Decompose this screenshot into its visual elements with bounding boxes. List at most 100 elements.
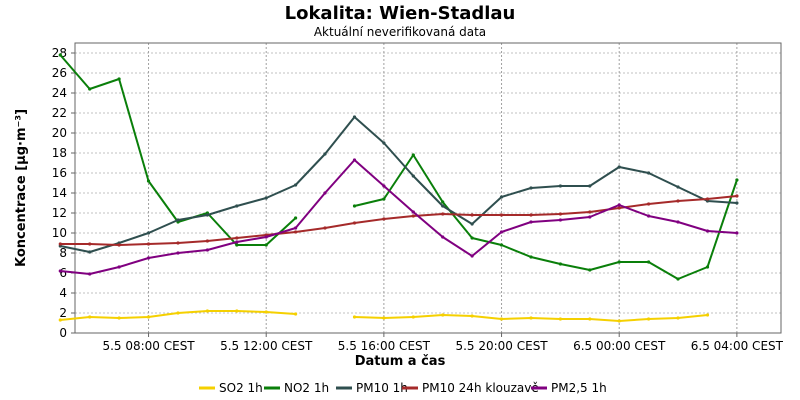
- data-point: [647, 317, 651, 321]
- data-point: [411, 210, 415, 214]
- y-tick-label: 14: [52, 186, 67, 200]
- data-point: [294, 226, 298, 230]
- data-point: [676, 199, 680, 203]
- data-point: [382, 184, 386, 188]
- data-point: [441, 313, 445, 317]
- data-point: [676, 316, 680, 320]
- data-point: [352, 204, 357, 208]
- data-point: [735, 194, 739, 198]
- data-point: [470, 236, 474, 240]
- data-point: [58, 269, 62, 273]
- data-point: [235, 204, 239, 208]
- y-tick-label: 12: [52, 206, 67, 220]
- y-tick-label: 22: [52, 106, 67, 120]
- data-point: [499, 213, 504, 217]
- data-point: [617, 260, 621, 264]
- data-point: [647, 260, 651, 264]
- data-point: [176, 311, 180, 315]
- x-tick-label: 5.5 08:00 CEST: [102, 339, 195, 353]
- series-line: [60, 195, 738, 246]
- data-point: [411, 153, 415, 157]
- data-point: [294, 216, 298, 220]
- data-point: [676, 185, 680, 189]
- data-point: [529, 255, 533, 259]
- data-point: [735, 201, 739, 205]
- data-point: [323, 191, 327, 195]
- data-point: [411, 214, 415, 218]
- x-tick-label: 5.5 16:00 CEST: [338, 339, 431, 353]
- series-line: [60, 159, 737, 275]
- series-line: [59, 54, 738, 280]
- data-point: [146, 242, 151, 246]
- data-point: [529, 186, 533, 190]
- data-point: [235, 240, 239, 244]
- chart-title: Lokalita: Wien-Stadlau: [285, 3, 516, 24]
- data-point: [441, 212, 445, 216]
- x-axis-label: Datum a čas: [355, 354, 446, 369]
- data-point: [588, 317, 592, 321]
- data-point: [88, 315, 92, 319]
- plot-border: [74, 42, 782, 334]
- data-point: [470, 254, 474, 258]
- data-point: [58, 318, 62, 322]
- legend-label: PM10 1h: [356, 381, 408, 395]
- data-point: [470, 222, 474, 226]
- y-tick-label: 24: [52, 86, 67, 100]
- data-point: [499, 317, 504, 321]
- data-point: [411, 174, 415, 178]
- grid: [75, 43, 781, 333]
- data-point: [235, 243, 239, 247]
- legend-label: NO2 1h: [284, 381, 329, 395]
- series-line: [60, 116, 737, 253]
- data-point: [264, 243, 268, 247]
- series-0: [58, 309, 710, 323]
- y-tick-label: 26: [52, 66, 67, 80]
- data-point: [235, 309, 239, 313]
- data-point: [294, 183, 298, 187]
- data-point: [705, 229, 710, 233]
- series-4: [58, 158, 739, 276]
- data-point: [735, 231, 739, 235]
- legend-item: NO2 1h: [264, 381, 329, 395]
- data-point: [58, 53, 62, 57]
- data-point: [88, 250, 92, 254]
- data-point: [323, 152, 327, 156]
- series-1: [58, 53, 739, 281]
- legend-item: SO2 1h: [199, 381, 263, 395]
- data-point: [647, 171, 651, 175]
- data-point: [735, 178, 739, 182]
- x-tick-label: 5.5 20:00 CEST: [455, 339, 548, 353]
- legend-label: PM2,5 1h: [551, 381, 607, 395]
- data-point: [205, 248, 209, 252]
- data-point: [117, 77, 121, 81]
- data-point: [205, 213, 209, 217]
- y-tick-label: 10: [52, 226, 67, 240]
- data-point: [558, 262, 563, 266]
- series-2: [58, 115, 739, 254]
- data-point: [588, 210, 592, 214]
- y-tick-label: 4: [59, 286, 67, 300]
- data-point: [558, 317, 563, 321]
- x-tick-label: 6.5 00:00 CEST: [573, 339, 666, 353]
- data-point: [146, 231, 151, 235]
- data-point: [146, 179, 151, 183]
- data-point: [117, 243, 121, 247]
- legend-item: PM2,5 1h: [531, 381, 607, 395]
- data-point: [264, 310, 268, 314]
- data-point: [499, 243, 504, 247]
- legend: SO2 1h NO2 1h PM10 1h PM10 24h klouzavě PM2,…: [199, 381, 607, 395]
- data-point: [617, 319, 621, 323]
- data-point: [647, 202, 651, 206]
- data-point: [617, 206, 621, 210]
- legend-label: PM10 24h klouzavě: [422, 381, 539, 395]
- y-axis-label: Koncentrace [µg·m⁻³]: [14, 109, 29, 267]
- data-point: [470, 314, 474, 318]
- data-point: [264, 235, 268, 239]
- data-point: [294, 312, 298, 316]
- x-tick-label: 5.5 12:00 CEST: [220, 339, 313, 353]
- data-point: [411, 315, 415, 319]
- data-point: [264, 196, 268, 200]
- y-tick-label: 20: [52, 126, 67, 140]
